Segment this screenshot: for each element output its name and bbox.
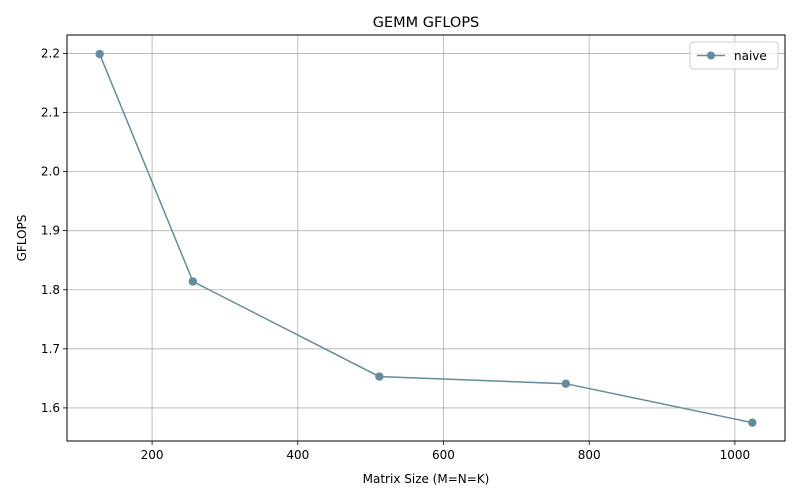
legend-marker-swatch [707, 51, 715, 60]
y-tick-label: 1.8 [41, 283, 60, 297]
legend: naive [689, 41, 779, 70]
y-axis: 1.6 1.7 1.8 1.9 2.0 2.1 2.2 [41, 46, 67, 415]
data-point [561, 379, 571, 388]
y-tick-label: 2.0 [41, 165, 60, 179]
x-tick-label: 200 [141, 448, 164, 462]
legend-label-naive: naive [734, 49, 767, 63]
data-point [748, 418, 757, 427]
x-tick-label: 800 [578, 448, 601, 462]
legend-box [689, 41, 779, 70]
y-tick-label: 2.1 [41, 106, 60, 120]
data-point [188, 277, 198, 286]
y-tick-label: 2.2 [41, 46, 60, 60]
x-tick-label: 400 [286, 448, 309, 462]
series-line-naive [98, 53, 753, 424]
x-axis: 200 400 600 800 1000 [141, 441, 751, 462]
series-layer [95, 49, 757, 427]
plot-frame [66, 34, 786, 442]
data-point [375, 372, 384, 381]
y-tick-label: 1.7 [41, 342, 60, 356]
grid [67, 35, 785, 441]
data-point [95, 49, 104, 59]
x-axis-label: Matrix Size (M=N=K) [363, 472, 490, 486]
chart-title: GEMM GFLOPS [373, 15, 480, 31]
x-tick-label: 1000 [720, 448, 751, 462]
y-axis-label: GFLOPS [15, 215, 29, 262]
x-tick-label: 600 [432, 448, 455, 462]
y-tick-label: 1.6 [41, 401, 60, 415]
y-tick-label: 1.9 [41, 224, 60, 238]
